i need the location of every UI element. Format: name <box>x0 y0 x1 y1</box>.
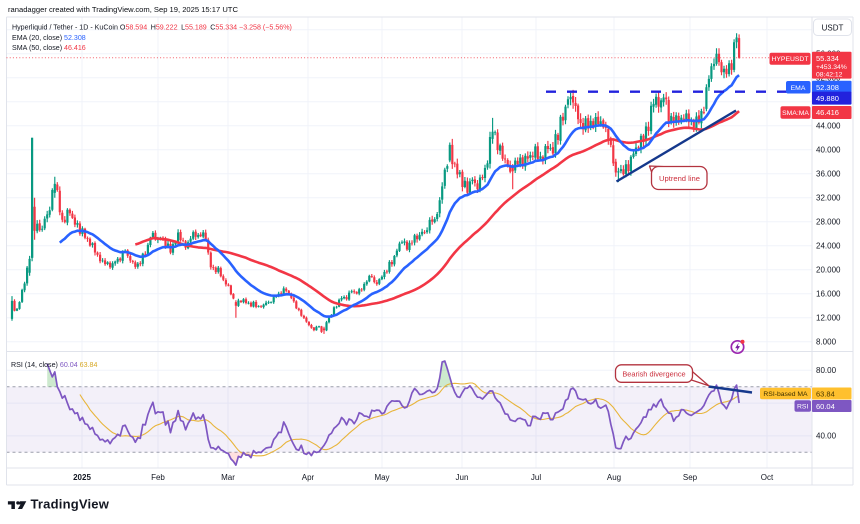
svg-text:46.416: 46.416 <box>816 108 839 117</box>
svg-text:Mar: Mar <box>221 473 235 482</box>
svg-text:Apr: Apr <box>302 473 315 482</box>
svg-text:Jul: Jul <box>531 473 541 482</box>
svg-text:Bearish divergence: Bearish divergence <box>622 370 685 379</box>
svg-text:SMA (50, close) 46.416: SMA (50, close) 46.416 <box>12 44 86 52</box>
svg-text:Feb: Feb <box>151 473 165 482</box>
svg-text:Jun: Jun <box>456 473 469 482</box>
svg-text:EMA: EMA <box>791 85 806 92</box>
svg-text:Hyperliquid / Tether - 1D - Ku: Hyperliquid / Tether - 1D - KuCoin O58.5… <box>12 23 292 31</box>
svg-text:Sep: Sep <box>683 473 698 482</box>
svg-text:Uptrend line: Uptrend line <box>659 174 700 183</box>
svg-text:60.04: 60.04 <box>816 402 835 411</box>
svg-text:TradingView: TradingView <box>31 497 110 512</box>
svg-text:63.84: 63.84 <box>816 389 835 398</box>
svg-text:Oct: Oct <box>761 473 774 482</box>
svg-text:ranadagger created with Tradin: ranadagger created with TradingView.com,… <box>8 5 238 14</box>
svg-text:20.000: 20.000 <box>816 266 841 275</box>
svg-text:RSI: RSI <box>797 404 808 411</box>
svg-text:RSI-based MA: RSI-based MA <box>763 391 808 398</box>
svg-text:+453.34%: +453.34% <box>816 64 847 71</box>
svg-text:May: May <box>374 473 389 482</box>
svg-text:08:42:12: 08:42:12 <box>816 72 843 79</box>
svg-text:SMA:MA: SMA:MA <box>782 110 809 117</box>
svg-text:52.308: 52.308 <box>816 83 839 92</box>
svg-text:44.000: 44.000 <box>816 122 841 131</box>
svg-text:36.000: 36.000 <box>816 170 841 179</box>
svg-text:16.000: 16.000 <box>816 290 841 299</box>
svg-text:Aug: Aug <box>607 473 621 482</box>
svg-text:80.00: 80.00 <box>816 366 837 375</box>
svg-text:55.334: 55.334 <box>816 54 839 63</box>
svg-text:40.00: 40.00 <box>816 432 837 441</box>
svg-text:HYPEUSDT: HYPEUSDT <box>771 56 808 63</box>
svg-text:40.000: 40.000 <box>816 146 841 155</box>
svg-text:RSI (14, close) 60.04 63.84: RSI (14, close) 60.04 63.84 <box>11 361 97 369</box>
svg-text:2025: 2025 <box>73 473 91 482</box>
svg-text:28.000: 28.000 <box>816 218 841 227</box>
svg-text:12.000: 12.000 <box>816 314 841 323</box>
svg-text:8.000: 8.000 <box>816 338 837 347</box>
svg-text:49.880: 49.880 <box>816 94 839 103</box>
svg-text:USDT: USDT <box>822 23 844 32</box>
svg-text:24.000: 24.000 <box>816 242 841 251</box>
svg-text:32.000: 32.000 <box>816 194 841 203</box>
svg-text:EMA (20, close) 52.308: EMA (20, close) 52.308 <box>12 34 86 42</box>
